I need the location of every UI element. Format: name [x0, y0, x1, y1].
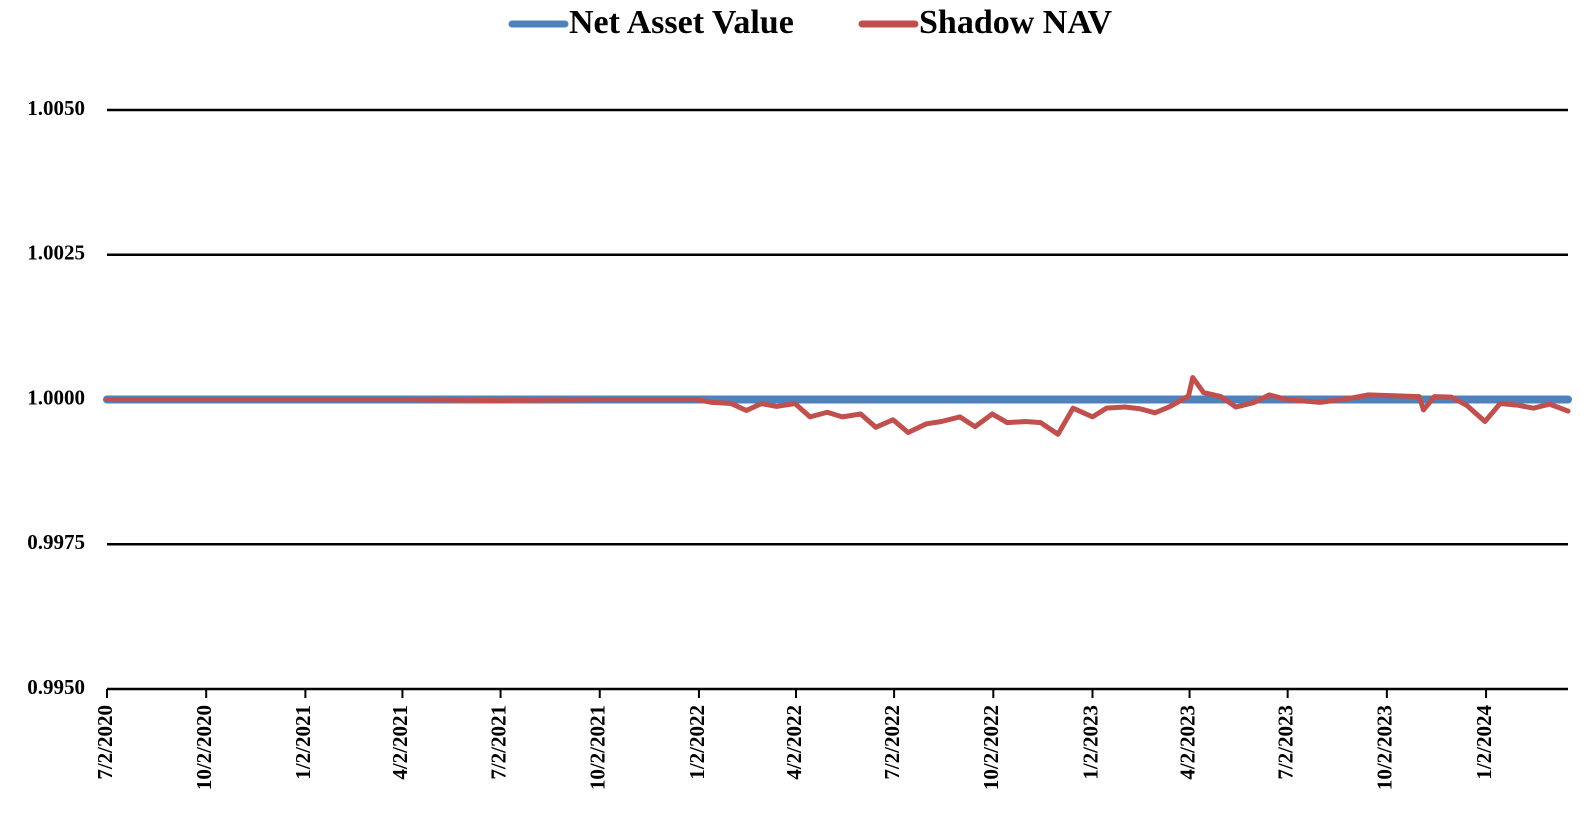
- x-tick-label: 4/2/2021: [388, 705, 412, 780]
- x-tick-label: 4/2/2023: [1175, 705, 1199, 780]
- x-tick-label: 10/2/2021: [586, 705, 610, 790]
- y-tick-label: 1.0025: [27, 241, 85, 265]
- legend-label: Shadow NAV: [919, 4, 1113, 41]
- x-tick-label: 10/2/2020: [192, 705, 216, 790]
- x-tick-label: 4/2/2022: [782, 705, 806, 780]
- y-tick-label: 1.0000: [27, 385, 85, 409]
- x-tick-label: 10/2/2023: [1373, 705, 1397, 790]
- x-tick-label: 7/2/2020: [93, 705, 117, 780]
- y-tick-label: 1.0050: [27, 96, 85, 120]
- x-tick-label: 7/2/2023: [1273, 705, 1297, 780]
- y-tick-label: 0.9975: [27, 530, 85, 554]
- legend-label: Net Asset Value: [569, 4, 794, 41]
- y-tick-label: 0.9950: [27, 675, 85, 699]
- x-tick-label: 7/2/2021: [486, 705, 510, 780]
- x-tick-label: 10/2/2022: [979, 705, 1003, 790]
- x-tick-label: 1/2/2024: [1472, 705, 1496, 780]
- x-tick-label: 1/2/2021: [291, 705, 315, 780]
- x-tick-label: 1/2/2022: [685, 705, 709, 780]
- series-line: [104, 375, 1571, 437]
- x-tick-label: 7/2/2022: [880, 705, 904, 780]
- x-tick-label: 1/2/2023: [1078, 705, 1102, 780]
